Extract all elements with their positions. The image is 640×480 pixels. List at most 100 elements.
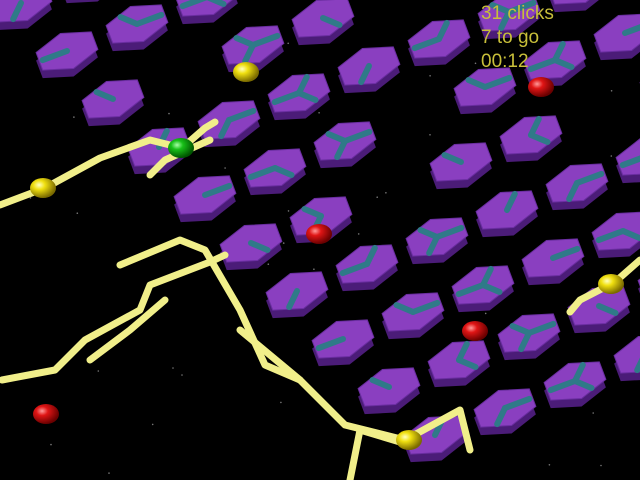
- hex-tile[interactable]: [453, 67, 517, 115]
- star: [357, 233, 360, 235]
- hex-tile[interactable]: [591, 211, 640, 259]
- hex-tile[interactable]: [60, 0, 122, 4]
- remaining-counter: 7 to go: [481, 27, 540, 48]
- pipe-segment: [247, 165, 278, 181]
- pipe-segment: [434, 224, 465, 240]
- hex-tile[interactable]: [176, 0, 238, 25]
- hex-tile[interactable]: [477, 0, 541, 40]
- hex-tile[interactable]: [221, 25, 285, 73]
- red-node[interactable]: [306, 224, 332, 244]
- yellow-node[interactable]: [396, 430, 422, 450]
- hex-tile[interactable]: [311, 319, 375, 367]
- lit-pipe: [86, 296, 169, 364]
- pipe-segment: [498, 9, 512, 32]
- hex-tile[interactable]: [35, 31, 99, 79]
- hex-tile[interactable]: [173, 175, 237, 223]
- hex-tile[interactable]: [335, 244, 399, 292]
- hex-tile[interactable]: [521, 238, 585, 286]
- pipe-segment: [436, 19, 450, 42]
- pipe-segment: [286, 288, 300, 311]
- lit-pipe: [146, 136, 214, 179]
- pipe-segment: [441, 152, 464, 165]
- pipe-segment: [218, 117, 232, 140]
- pipe-segment: [39, 48, 70, 64]
- hex-tile[interactable]: [613, 335, 640, 382]
- star: [548, 464, 551, 466]
- hex-tile[interactable]: [497, 313, 561, 361]
- lit-pipe-network: [0, 118, 640, 480]
- hex-tile[interactable]: [313, 121, 377, 169]
- hex-tile[interactable]: [405, 217, 469, 265]
- pipe-segment: [369, 377, 392, 390]
- star: [313, 268, 315, 271]
- hex-tile[interactable]: [357, 367, 421, 415]
- pipe-segment: [426, 234, 440, 257]
- hex-tile[interactable]: [265, 271, 329, 319]
- pipe-segment: [482, 74, 513, 90]
- pipe-segment: [566, 180, 580, 203]
- hex-tile[interactable]: [545, 163, 609, 211]
- hex-tile[interactable]: [593, 13, 640, 61]
- lit-pipe: [116, 236, 304, 384]
- pipe-segment: [572, 361, 586, 384]
- star: [267, 263, 270, 266]
- pipe-segment: [547, 378, 578, 394]
- star: [600, 464, 602, 467]
- timer-display: 00:12: [481, 51, 529, 72]
- pipe-segment: [358, 63, 372, 86]
- pipe-segment: [339, 261, 370, 277]
- hex-tile[interactable]: [429, 142, 493, 190]
- star: [50, 443, 52, 446]
- green-node[interactable]: [168, 138, 194, 158]
- star: [224, 167, 226, 169]
- pipe-segment: [233, 35, 256, 48]
- hex-tile[interactable]: [105, 4, 169, 52]
- hex-tile[interactable]: [243, 148, 307, 196]
- hex-tile[interactable]: [407, 19, 471, 67]
- hex-tile[interactable]: [499, 115, 563, 163]
- hex-tile[interactable]: [543, 361, 607, 409]
- pipe-segment: [574, 170, 605, 186]
- red-node[interactable]: [528, 77, 554, 97]
- hex-tile[interactable]: [291, 0, 355, 46]
- hex-tile-top: [613, 335, 640, 374]
- red-node[interactable]: [462, 321, 488, 341]
- hex-tile[interactable]: [81, 79, 145, 127]
- hex-tile[interactable]: [219, 223, 283, 271]
- hex-tile[interactable]: [451, 265, 515, 313]
- pipe-segment: [596, 303, 619, 316]
- hex-tile[interactable]: [381, 292, 445, 340]
- star: [168, 112, 170, 115]
- hex-tile[interactable]: [267, 73, 331, 121]
- pipe-segment: [296, 73, 310, 96]
- hex-tile[interactable]: [0, 0, 53, 30]
- hex-tile[interactable]: [548, 0, 610, 13]
- hex-tile[interactable]: [337, 46, 401, 94]
- hex-tile[interactable]: [615, 137, 640, 184]
- hex-tile[interactable]: [427, 340, 491, 388]
- hex-tile[interactable]: [475, 190, 539, 238]
- click-counter: 31 clicks: [481, 3, 554, 24]
- pipe-segment: [93, 89, 116, 102]
- yellow-node[interactable]: [598, 274, 624, 294]
- pipe-segment: [622, 24, 640, 36]
- hex-tile-top: [593, 13, 640, 53]
- pipe-segment: [364, 244, 378, 267]
- star: [280, 401, 282, 404]
- pipe-segment: [527, 57, 558, 73]
- pipe-segment: [10, 0, 24, 23]
- star: [73, 116, 75, 118]
- star: [287, 210, 290, 212]
- pipe-segment: [206, 0, 227, 7]
- star: [97, 370, 100, 372]
- yellow-node[interactable]: [233, 62, 259, 82]
- hex-tile[interactable]: [197, 100, 261, 148]
- pipe-segment: [456, 357, 479, 370]
- red-node[interactable]: [33, 404, 59, 424]
- hud-panel: 31 clicks 7 to go 00:12: [481, 2, 554, 74]
- yellow-node[interactable]: [30, 178, 56, 198]
- star: [429, 75, 431, 77]
- pipe-segment: [455, 282, 486, 298]
- pipe-segment: [504, 190, 518, 213]
- hex-tile[interactable]: [473, 388, 537, 436]
